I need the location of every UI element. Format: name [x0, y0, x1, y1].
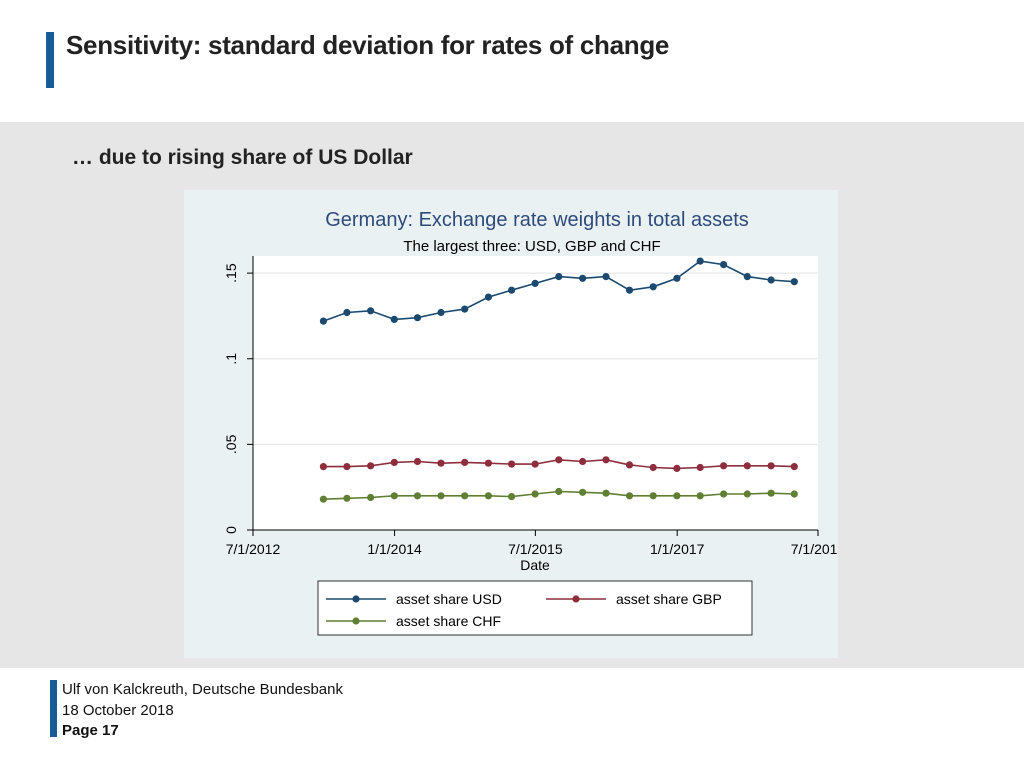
footer-author: Ulf von Kalckreuth, Deutsche Bundesbank: [62, 681, 343, 698]
data-point-chf: [343, 494, 351, 502]
data-point-chf: [390, 492, 398, 500]
data-point-usd: [555, 273, 563, 281]
data-point-gbp: [319, 463, 327, 471]
line-chart: 0 .05 .1 .15 7/1/2012 1/1/2014 7/1/2015 1/1/201…: [223, 209, 838, 636]
data-point-chf: [319, 495, 327, 503]
data-point-usd: [508, 286, 516, 294]
data-point-chf: [555, 487, 563, 496]
data-point-usd: [461, 305, 469, 313]
data-point-chf: [673, 492, 681, 500]
data-point-gbp: [343, 463, 351, 471]
plot-area: [253, 256, 818, 530]
legend-box: [317, 580, 753, 636]
data-point-usd: [531, 279, 539, 287]
footer-accent-bar: [50, 680, 57, 737]
data-point-usd: [625, 286, 634, 294]
title-accent-bar: [46, 32, 54, 88]
footer-date: 18 October 2018: [62, 702, 174, 719]
data-point-chf: [508, 493, 516, 501]
chart-title: Germany: Exchange rate weights in total …: [325, 209, 749, 231]
data-point-chf: [602, 489, 610, 497]
x-tick-label: 7/1/2012: [226, 541, 281, 557]
chart-legend: asset share USD asset share GBP asset shar…: [317, 580, 753, 636]
data-point-usd: [720, 261, 728, 269]
data-point-gbp: [367, 462, 375, 470]
data-point-chf: [696, 492, 704, 500]
y-tick-label: 0: [223, 526, 239, 534]
chart-panel: 0 .05 .1 .15 7/1/2012 1/1/2014 7/1/2015 1/1/201…: [184, 190, 838, 658]
legend-marker-chf: [352, 617, 360, 625]
data-point-chf: [484, 492, 492, 500]
data-point-gbp: [437, 459, 445, 467]
legend-label-gbp: asset share GBP: [616, 591, 722, 607]
data-point-chf: [720, 490, 728, 498]
legend-label-usd: asset share USD: [396, 591, 502, 607]
data-point-chf: [437, 492, 445, 500]
data-point-gbp: [484, 459, 492, 467]
data-point-usd: [343, 308, 351, 317]
x-axis-label: Date: [520, 557, 550, 573]
data-point-usd: [649, 283, 657, 291]
data-point-gbp: [602, 456, 610, 464]
data-point-gbp: [413, 457, 422, 466]
data-point-gbp: [625, 461, 634, 469]
x-tick-label: 7/1/2018: [791, 541, 838, 557]
data-point-usd: [602, 273, 610, 281]
data-point-gbp: [531, 460, 539, 468]
data-point-usd: [413, 314, 422, 322]
data-point-usd: [696, 257, 704, 265]
data-point-gbp: [673, 464, 681, 472]
data-point-chf: [413, 492, 422, 500]
data-point-usd: [437, 308, 445, 317]
data-point-usd: [390, 315, 398, 323]
data-point-gbp: [390, 458, 398, 466]
data-point-usd: [484, 293, 492, 301]
y-tick-label: .05: [223, 434, 239, 454]
data-point-gbp: [743, 462, 751, 470]
x-tick-label: 1/1/2014: [367, 541, 422, 557]
data-point-gbp: [461, 458, 469, 466]
x-tick-label: 7/1/2015: [508, 541, 563, 557]
data-point-chf: [790, 490, 798, 498]
data-point-gbp: [696, 463, 704, 472]
data-point-chf: [579, 488, 587, 496]
data-point-chf: [367, 493, 375, 502]
data-point-chf: [531, 490, 539, 498]
data-point-gbp: [720, 462, 728, 470]
data-point-usd: [673, 274, 681, 282]
data-point-usd: [790, 278, 798, 286]
data-point-chf: [461, 492, 469, 500]
data-point-chf: [625, 492, 634, 500]
data-point-gbp: [767, 462, 775, 470]
data-point-usd: [367, 307, 375, 315]
legend-label-chf: asset share CHF: [396, 613, 501, 629]
data-point-gbp: [649, 463, 657, 472]
y-tick-label: .15: [223, 263, 239, 283]
x-tick-label: 1/1/2017: [650, 541, 705, 557]
data-point-usd: [579, 274, 587, 282]
data-point-chf: [649, 492, 657, 500]
legend-marker-usd: [352, 595, 360, 603]
slide-title: Sensitivity: standard deviation for rate…: [66, 30, 670, 60]
data-point-chf: [767, 489, 775, 497]
data-point-usd: [767, 276, 775, 284]
legend-marker-gbp: [572, 595, 580, 603]
slide-subtitle: … due to rising share of US Dollar: [72, 146, 413, 169]
data-point-usd: [743, 273, 751, 281]
data-point-gbp: [579, 457, 587, 466]
data-point-gbp: [790, 463, 798, 471]
data-point-gbp: [508, 460, 516, 468]
data-point-usd: [319, 317, 327, 325]
data-point-gbp: [555, 456, 563, 464]
y-tick-label: .1: [223, 353, 239, 365]
chart-subtitle: The largest three: USD, GBP and CHF: [403, 238, 660, 255]
data-point-chf: [743, 490, 751, 498]
footer-page-number: Page 17: [62, 722, 119, 739]
